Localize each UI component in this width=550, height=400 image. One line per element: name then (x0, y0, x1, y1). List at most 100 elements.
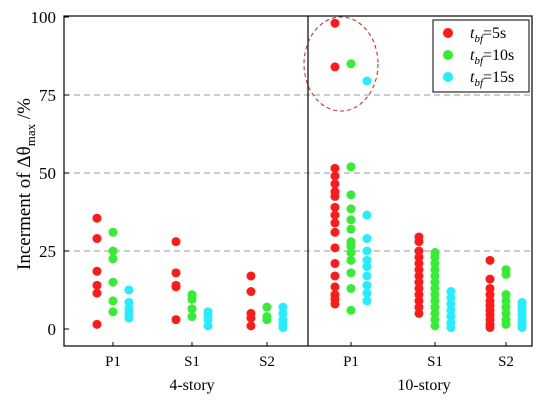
grid-lines (64, 94, 532, 252)
y-tick-label: 100 (31, 8, 57, 27)
data-point (414, 237, 424, 247)
data-point (485, 322, 495, 332)
data-point (430, 302, 440, 312)
data-point (414, 283, 424, 293)
data-point (108, 307, 118, 317)
data-point (92, 213, 102, 223)
data-point (446, 305, 456, 315)
category-label: S2 (498, 354, 514, 370)
data-point (362, 255, 372, 265)
data-point (124, 313, 134, 323)
data-point (430, 283, 440, 293)
data-point (485, 283, 495, 293)
data-point (171, 237, 181, 247)
data-point (346, 59, 356, 69)
data-point (124, 297, 134, 307)
data-point (414, 290, 424, 300)
data-point (108, 277, 118, 287)
data-point (346, 283, 356, 293)
data-point (124, 285, 134, 295)
data-point (278, 302, 288, 312)
category-label: P1 (343, 354, 359, 370)
data-point (346, 215, 356, 225)
data-point (246, 287, 256, 297)
data-point (414, 271, 424, 281)
category-label: P1 (105, 354, 121, 370)
data-point (108, 246, 118, 256)
data-point (517, 322, 527, 332)
data-point (92, 280, 102, 290)
data-point (187, 312, 197, 322)
data-point (203, 315, 213, 325)
data-point (92, 266, 102, 276)
y-tick-label: 50 (39, 164, 56, 183)
data-point (501, 302, 511, 312)
data-point (346, 241, 356, 251)
data-point (171, 268, 181, 278)
y-axis-ticks: 0 25 50 75 100 (31, 8, 69, 339)
plot-frame (63, 15, 533, 347)
data-point (92, 234, 102, 244)
data-point (330, 202, 340, 212)
data-point (346, 224, 356, 234)
group-label: 10-story (397, 377, 450, 394)
data-point (330, 210, 340, 220)
legend-label: tbf=15s (470, 69, 514, 89)
data-point (346, 190, 356, 200)
legend-marker (443, 28, 453, 38)
y-tick-label: 25 (39, 242, 56, 261)
data-point (362, 271, 372, 281)
data-point (171, 315, 181, 325)
data-point (330, 282, 340, 292)
highlight-ellipse (303, 16, 379, 112)
data-point (430, 258, 440, 268)
legend-label: tbf=10s (470, 47, 514, 67)
data-point (485, 274, 495, 284)
data-point (203, 321, 213, 331)
data-point (501, 290, 511, 300)
data-point (501, 269, 511, 279)
data-point (430, 290, 440, 300)
legend-label: tbf=5s (470, 25, 506, 45)
data-point (330, 258, 340, 268)
data-point (246, 321, 256, 331)
data-point (446, 312, 456, 322)
category-label: S1 (184, 354, 200, 370)
data-point (187, 304, 197, 314)
data-point (446, 299, 456, 309)
data-point (446, 322, 456, 332)
x-axis-labels: P1 S1 S2 4-story P1 S1 S2 10-story (105, 342, 514, 394)
data-point (430, 277, 440, 287)
data-point (346, 255, 356, 265)
data-point (346, 268, 356, 278)
data-point (346, 162, 356, 172)
data-point (246, 271, 256, 281)
data-point (346, 204, 356, 214)
data-point (171, 282, 181, 292)
data-point (330, 18, 340, 28)
data-point (330, 179, 340, 189)
data-point (330, 243, 340, 253)
data-point (246, 313, 256, 323)
data-point (330, 227, 340, 237)
data-point (330, 218, 340, 228)
data-point (501, 296, 511, 306)
data-point (278, 308, 288, 318)
data-point (414, 277, 424, 287)
data-point (414, 302, 424, 312)
data-point (485, 255, 495, 265)
data-point (92, 319, 102, 329)
data-point (262, 302, 272, 312)
data-point (330, 171, 340, 181)
data-point (362, 288, 372, 298)
data-point (430, 265, 440, 275)
data-point (108, 254, 118, 264)
data-point (430, 271, 440, 281)
data-point (414, 258, 424, 268)
data-point (362, 280, 372, 290)
data-point (446, 287, 456, 297)
data-point (362, 262, 372, 272)
y-axis-label: Incerment of Δθmax /% (14, 98, 38, 270)
